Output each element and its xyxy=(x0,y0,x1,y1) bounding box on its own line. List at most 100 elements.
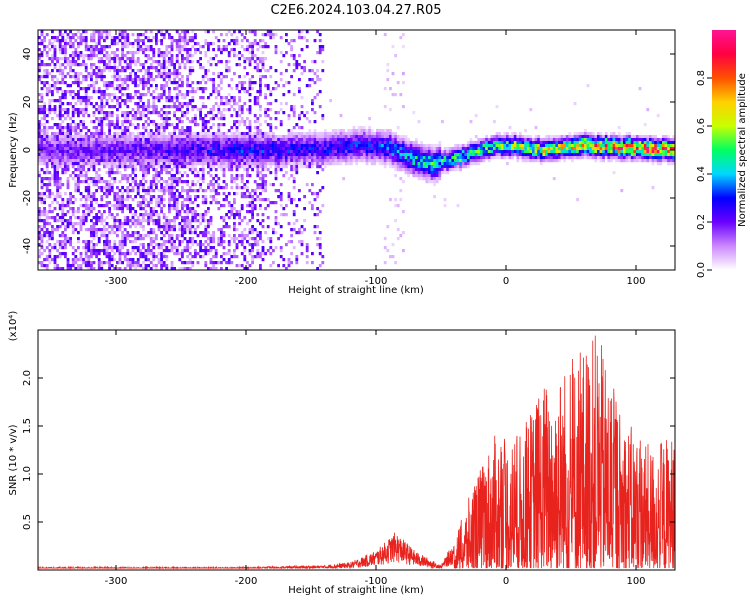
heatmap-cell-3647 xyxy=(238,216,241,220)
heatmap-cell-2422 xyxy=(165,45,169,49)
heatmap-cell-2110 xyxy=(147,222,150,226)
heatmap-cell-4215 xyxy=(282,54,286,58)
heatmap-cell-3389 xyxy=(220,261,223,265)
heatmap-cell-1464 xyxy=(113,243,117,247)
heatmap-cell-523 xyxy=(64,192,67,196)
heatmap-cell-1237 xyxy=(103,105,106,109)
heatmap-cell-1299 xyxy=(105,171,109,175)
heatmap-cell-841 xyxy=(82,147,85,151)
heatmap-cell-2185 xyxy=(152,135,156,139)
heatmap-cell-2291 xyxy=(157,159,161,163)
heatmap-cell-606 xyxy=(69,147,72,151)
heatmap-cell-1337 xyxy=(108,123,111,127)
heatmap-cell-240 xyxy=(48,243,52,247)
heatmap-cell-1480 xyxy=(116,87,119,91)
heatmap-cell-1513 xyxy=(116,225,119,229)
heatmap-cell-48 xyxy=(38,255,41,259)
heatmap-cell-3102 xyxy=(201,165,205,169)
heatmap-cell-1217 xyxy=(100,249,104,253)
heatmap-cell-28 xyxy=(38,159,41,163)
heatmap-cell-648 xyxy=(71,138,75,142)
heatmap-cell-4106 xyxy=(269,240,273,244)
heatmap-cell-2621 xyxy=(175,30,179,34)
heatmap-cell-1550 xyxy=(118,180,122,184)
heatmap-cell-3306 xyxy=(214,201,218,205)
heatmap-cell-4494 xyxy=(311,132,314,136)
heatmap-cell-2694 xyxy=(178,135,182,139)
heatmap-cell-617 xyxy=(69,207,72,211)
heatmap-cell-4665 xyxy=(334,141,338,145)
heatmap-cell-1501 xyxy=(116,165,119,169)
heatmap-cell-537 xyxy=(66,36,70,40)
heatmap-cell-4046 xyxy=(264,207,267,211)
heatmap-cell-3480 xyxy=(227,144,231,148)
heatmap-cell-1916 xyxy=(136,258,140,262)
heatmap-cell-4319 xyxy=(292,105,296,109)
heatmap-cell-4637 xyxy=(329,99,332,103)
heatmap-cell-4992 xyxy=(396,204,400,208)
heatmap-cell-2726 xyxy=(181,54,184,58)
heatmap-cell-3518 xyxy=(230,150,234,154)
heatmap-cell-2192 xyxy=(152,156,156,160)
heatmap-cell-2208 xyxy=(152,228,156,232)
heatmap-cell-1509 xyxy=(116,204,119,208)
heatmap-cell-3279 xyxy=(212,264,215,268)
heatmap-cell-517 xyxy=(64,156,67,160)
heatmap-cell-963 xyxy=(87,264,91,268)
heatmap-cell-1694 xyxy=(126,111,130,115)
heatmap-cell-311 xyxy=(53,147,57,151)
heatmap-cell-3996 xyxy=(261,162,265,166)
heatmap-cell-4921 xyxy=(386,162,390,166)
heatmap-cell-4388 xyxy=(298,153,301,157)
heatmap-cell-3747 xyxy=(246,156,249,160)
heatmap-cell-2775 xyxy=(183,33,187,37)
heatmap-cell-2402 xyxy=(162,180,166,184)
heatmap-cell-3528 xyxy=(230,186,234,190)
heatmap-cell-1175 xyxy=(100,69,104,73)
heatmap-cell-4848 xyxy=(373,150,377,154)
heatmap-cell-4688 xyxy=(339,135,343,139)
heatmap-cell-129 xyxy=(43,153,46,157)
heatmap-cell-985 xyxy=(90,141,93,145)
heatmap-cell-1083 xyxy=(95,126,98,130)
heatmap-cell-757 xyxy=(77,180,80,184)
heatmap-cell-4726 xyxy=(347,144,351,148)
heatmap-cell-3178 xyxy=(207,144,210,148)
heatmap-cell-3805 xyxy=(248,231,252,235)
heatmap-cell-2459 xyxy=(165,219,169,223)
heatmap-cell-480 xyxy=(61,216,65,220)
heatmap-cell-1469 xyxy=(116,36,119,40)
heatmap-cell-3499 xyxy=(227,252,231,256)
heatmap-cell-2648 xyxy=(175,150,179,154)
heatmap-cell-890 xyxy=(84,150,88,154)
heatmap-cell-153 xyxy=(45,54,49,58)
heatmap-cell-4548 xyxy=(316,150,319,154)
heatmap-cell-3046 xyxy=(199,81,202,85)
heatmap-cell-2408 xyxy=(162,213,166,217)
heatmap-cell-3661 xyxy=(240,111,244,115)
heatmap-cell-4768 xyxy=(355,162,358,166)
heatmap-cell-3285 xyxy=(214,90,218,94)
heatmap-cell-1110 xyxy=(95,234,98,238)
heatmap-cell-3587 xyxy=(235,114,239,118)
heatmap-cell-556 xyxy=(66,144,70,148)
heatmap-cell-4552 xyxy=(316,162,319,166)
heatmap-cell-4271 xyxy=(287,153,291,157)
heatmap-cell-1646 xyxy=(123,129,127,133)
heatmap-cell-4728 xyxy=(347,150,351,154)
heatmap-cell-3063 xyxy=(199,162,202,166)
heatmap-cell-38 xyxy=(38,216,41,220)
heatmap-cell-2924 xyxy=(191,36,195,40)
heatmap-cell-1531 xyxy=(118,87,122,91)
heatmap-cell-94 xyxy=(40,228,44,232)
heatmap-cell-2660 xyxy=(175,195,179,199)
heatmap-cell-672 xyxy=(71,261,75,265)
heatmap-cell-4661 xyxy=(334,129,338,133)
heatmap-cell-1855 xyxy=(134,195,137,199)
heatmap-cell-4841 xyxy=(370,162,374,166)
heatmap-cell-2359 xyxy=(160,246,163,250)
heatmap-cell-1323 xyxy=(108,54,111,58)
heatmap-cell-3671 xyxy=(240,153,244,157)
heatmap-cell-4776 xyxy=(357,147,361,151)
heatmap-cell-2913 xyxy=(188,225,192,229)
